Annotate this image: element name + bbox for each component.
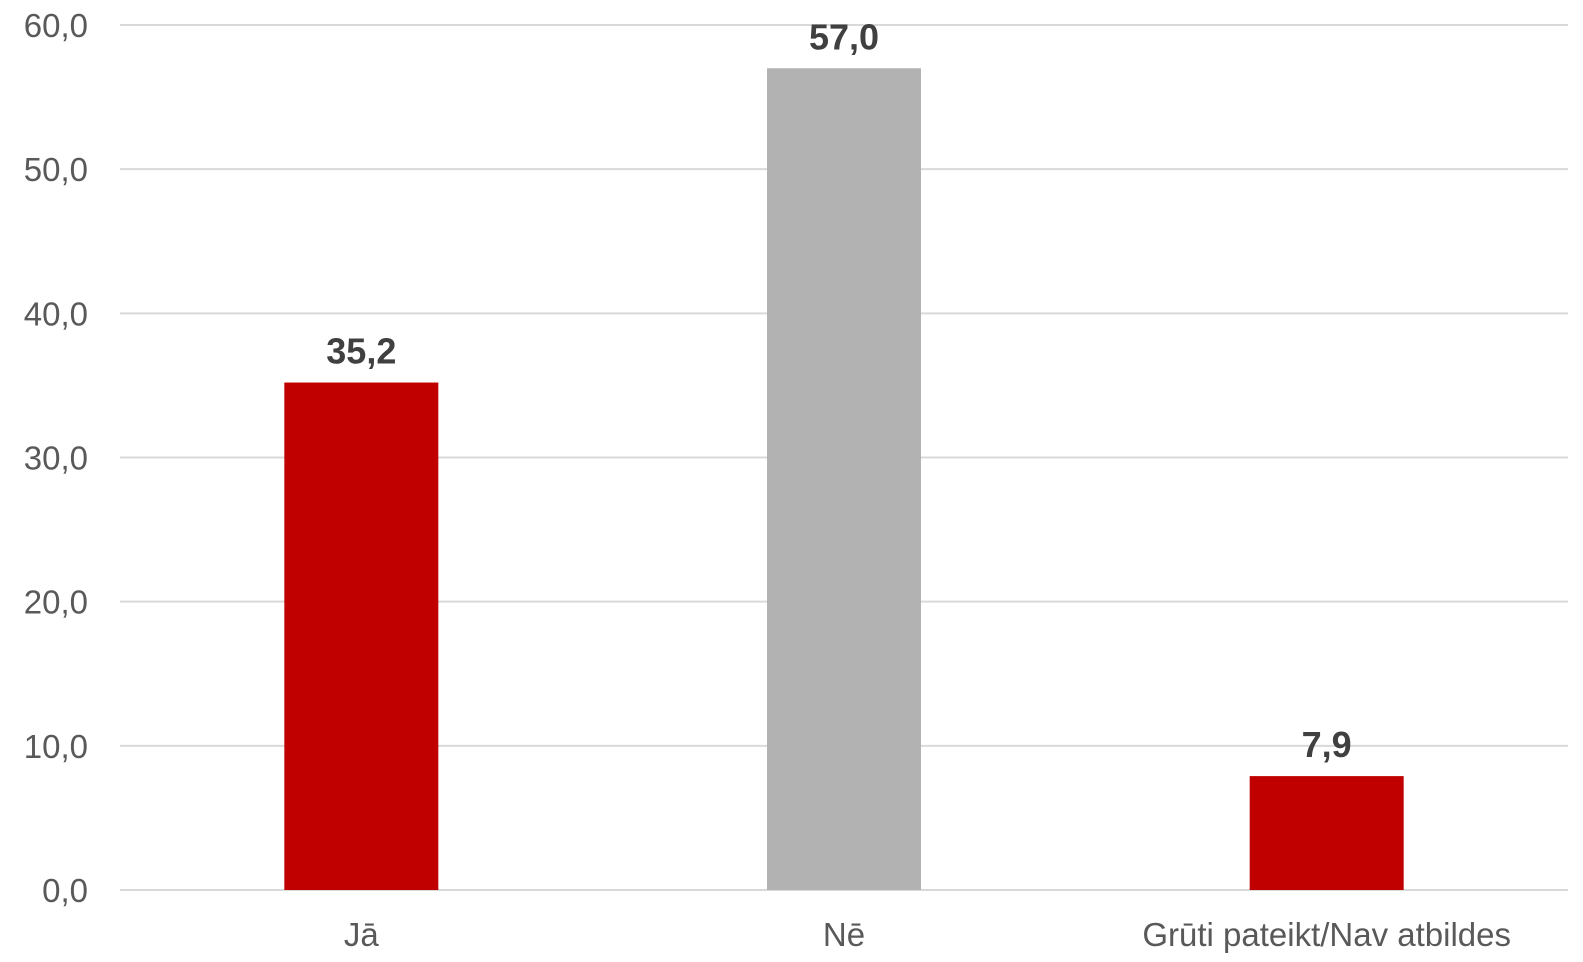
bar	[1249, 776, 1404, 890]
data-label: 7,9	[1302, 724, 1352, 765]
y-tick-label: 10,0	[24, 728, 88, 765]
data-label: 57,0	[809, 16, 879, 57]
data-label: 35,2	[326, 331, 396, 372]
y-tick-label: 30,0	[24, 440, 88, 477]
category-label: Jā	[344, 916, 380, 953]
y-tick-label: 0,0	[42, 872, 88, 909]
y-tick-label: 60,0	[24, 7, 88, 44]
bars	[284, 68, 1404, 890]
data-labels: 35,2 57,0 7,9	[326, 16, 1351, 765]
category-label: Nē	[823, 916, 865, 953]
bar	[284, 382, 439, 890]
y-axis-tick-labels: 0,0 10,0 20,0 30,0 40,0 50,0 60,0	[24, 7, 88, 909]
x-axis-category-labels: Jā Nē Grūti pateikt/Nav atbildes	[344, 916, 1511, 953]
y-tick-label: 20,0	[24, 584, 88, 621]
bar	[767, 68, 921, 890]
y-tick-label: 50,0	[24, 151, 88, 188]
y-tick-label: 40,0	[24, 295, 88, 332]
category-label: Grūti pateikt/Nav atbildes	[1142, 916, 1511, 953]
